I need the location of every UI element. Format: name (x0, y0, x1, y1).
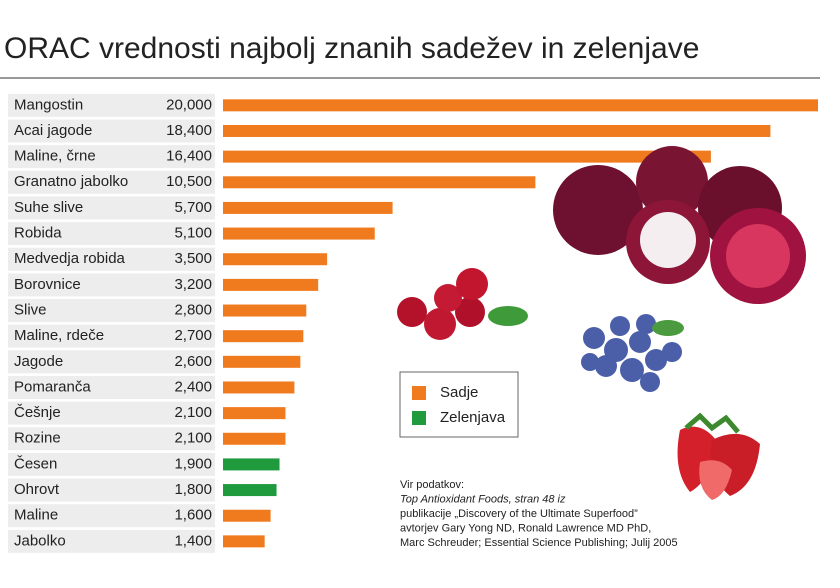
source-line: publikacije „Discovery of the Ultimate S… (400, 508, 638, 520)
source-line: avtorjev Gary Yong ND, Ronald Lawrence M… (400, 522, 651, 534)
bar (223, 124, 771, 137)
category-label: Borovnice (14, 276, 81, 293)
row-background (8, 247, 215, 271)
value-label: 5,700 (174, 199, 212, 216)
category-label: Mangostin (14, 96, 83, 113)
value-label: 2,400 (174, 378, 212, 395)
value-label: 1,600 (174, 507, 212, 524)
value-label: 16,400 (166, 148, 212, 165)
category-label: Pomaranča (14, 378, 91, 395)
category-label: Češnje (14, 404, 61, 421)
bar (223, 330, 304, 343)
value-label: 18,400 (166, 122, 212, 139)
row-background (8, 375, 215, 399)
legend-swatch (412, 386, 426, 400)
category-label: Suhe slive (14, 199, 83, 216)
bar (223, 253, 328, 266)
row-background (8, 427, 215, 451)
bar (223, 458, 280, 471)
value-label: 1,400 (174, 532, 212, 549)
category-label: Acai jagode (14, 122, 92, 139)
legend-label: Zelenjava (440, 409, 506, 426)
source-line: Top Antioxidant Foods, stran 48 iz (400, 493, 566, 505)
bar (223, 99, 818, 112)
category-label: Ohrovt (14, 481, 60, 498)
source-line: Vir podatkov: (400, 479, 464, 491)
row-background (8, 273, 215, 297)
category-label: Granatno jabolko (14, 173, 128, 190)
bar (223, 304, 307, 317)
value-label: 3,500 (174, 250, 212, 267)
bar (223, 535, 265, 548)
row-background (8, 350, 215, 374)
category-label: Medvedja robida (14, 250, 126, 267)
value-label: 2,600 (174, 353, 212, 370)
value-label: 2,700 (174, 327, 212, 344)
category-label: Jagode (14, 353, 63, 370)
source-line: Marc Schreuder; Essential Science Publis… (400, 537, 678, 549)
category-label: Slive (14, 301, 47, 318)
row-background (8, 452, 215, 476)
row-background (8, 119, 215, 143)
value-label: 2,800 (174, 301, 212, 318)
category-label: Maline (14, 507, 58, 524)
legend-box (399, 371, 519, 438)
row-background (8, 222, 215, 246)
row-background (8, 170, 215, 194)
bar (223, 509, 271, 522)
value-label: 1,800 (174, 481, 212, 498)
bar (223, 176, 536, 189)
bar (223, 432, 286, 445)
category-label: Maline, rdeče (14, 327, 104, 344)
bar (223, 278, 319, 291)
category-label: Robida (14, 225, 62, 242)
bar (223, 381, 295, 394)
bar (223, 201, 393, 214)
category-label: Jabolko (14, 532, 66, 549)
row-background (8, 299, 215, 323)
legend-swatch (412, 411, 426, 425)
category-label: Maline, črne (14, 148, 96, 165)
value-label: 5,100 (174, 225, 212, 242)
value-label: 3,200 (174, 276, 212, 293)
value-label: 1,900 (174, 455, 212, 472)
row-background (8, 324, 215, 348)
value-label: 2,100 (174, 430, 212, 447)
bar (223, 150, 711, 163)
row-background (8, 93, 215, 117)
row-background (8, 145, 215, 169)
bar (223, 484, 277, 497)
category-label: Rozine (14, 430, 61, 447)
value-label: 2,100 (174, 404, 212, 421)
row-background (8, 196, 215, 220)
row-background (8, 529, 215, 553)
bar (223, 355, 301, 368)
chart-title: ORAC vrednosti najbolj znanih sadežev in… (4, 32, 699, 65)
category-label: Česen (14, 455, 57, 472)
bar (223, 227, 375, 240)
row-background (8, 478, 215, 502)
row-background (8, 504, 215, 528)
row-background (8, 401, 215, 425)
value-label: 10,500 (166, 173, 212, 190)
bar (223, 407, 286, 420)
fruit-illustrations (397, 146, 806, 500)
value-label: 20,000 (166, 96, 212, 113)
legend-label: Sadje (440, 384, 478, 401)
